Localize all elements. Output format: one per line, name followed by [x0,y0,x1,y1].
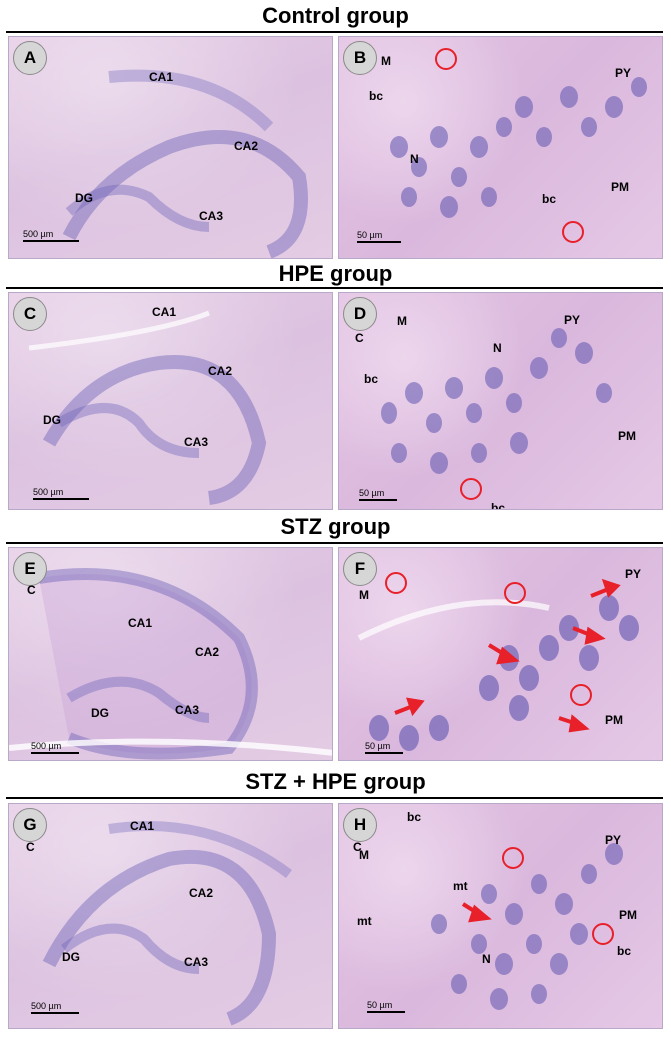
label-ca3: CA3 [184,955,209,969]
title-underline [6,797,663,799]
panel-letter-d: D [343,297,377,331]
label-bc: bc [542,192,557,206]
panel-letter-c: C [13,297,47,331]
label-m: M [381,54,391,68]
label-bc: bc [407,810,422,824]
label-dg: DG [62,950,80,964]
group-title-hpe: HPE group [278,261,393,286]
hippocampus-outline [28,310,267,505]
label-bc: bc [369,89,384,103]
label-pm: PM [618,429,636,443]
label-pm: PM [611,180,629,194]
group-title-stz-hpe: STZ + HPE group [245,769,426,794]
label-dg: DG [75,191,93,205]
micrograph-panel-c: C CA1 CA2 DG CA3 500 µm [8,292,333,510]
label-bc: bc [617,944,632,958]
micrograph-panel-a: A CA1 CA2 DG CA3 500 µm [8,36,333,259]
micrograph-panel-g: G C CA1 CA2 DG CA3 500 µm [8,803,333,1029]
label-ca1: CA1 [130,819,155,833]
panel-letter-f: F [343,552,377,586]
micrograph-panel-f: F M PY PM 50 µm [338,547,663,761]
panel-letter-h: H [343,808,377,842]
label-m: M [359,588,369,602]
label-ca3: CA3 [199,209,224,223]
label-c: C [27,583,36,597]
scale-bar: 500 µm [23,229,79,242]
label-py: PY [615,66,632,80]
scale-bar: 50 µm [367,1000,405,1013]
label-mt: mt [453,879,468,893]
label-ca2: CA2 [189,886,214,900]
label-mt: mt [357,914,372,928]
scale-bar-label: 50 µm [359,488,385,498]
label-dg: DG [91,706,109,720]
label-n: N [493,341,502,355]
label-dg: DG [43,413,61,427]
label-ca3: CA3 [184,435,209,449]
panel-letter-g: G [13,808,47,842]
micrograph-panel-e: E C CA1 CA2 DG CA3 500 µm [8,547,333,761]
scale-bar-label: 500 µm [33,487,64,497]
neuron-field [390,48,647,243]
scale-bar-label: 500 µm [23,229,54,239]
label-n: N [410,152,419,166]
label-ca1: CA1 [149,70,174,84]
label-pm: PM [605,713,623,727]
micrograph-panel-d: D C M bc N PY PM bc 50 µm [338,292,663,510]
label-c: C [353,840,362,854]
panel-letter-a: A [13,41,47,75]
label-pm: PM [619,908,637,922]
hippocampus-outline [62,69,308,258]
label-bc: bc [491,501,506,510]
scale-bar: 50 µm [357,230,401,243]
label-c: C [355,331,364,345]
panel-letter-e: E [13,552,47,586]
label-ca2: CA2 [208,364,233,378]
group-title-stz: STZ group [280,514,391,539]
scale-bar-label: 500 µm [31,741,62,751]
micrograph-panel-h: H bc C M PY mt PM mt N bc 50 µm [338,803,663,1029]
scale-bar: 500 µm [31,741,79,754]
title-underline [6,31,663,33]
label-m: M [359,848,369,862]
scale-bar: 50 µm [359,488,397,501]
label-py: PY [605,833,622,847]
scale-bar: 500 µm [31,1001,79,1014]
label-n: N [482,952,491,966]
scale-bar-label: 50 µm [357,230,383,240]
group-title-control: Control group [262,3,409,28]
label-py: PY [564,313,581,327]
scale-bar-label: 50 µm [367,1000,393,1010]
label-ca1: CA1 [152,305,177,319]
title-underline [6,287,663,289]
label-ca2: CA2 [195,645,220,659]
label-bc: bc [364,372,379,386]
label-ca1: CA1 [128,616,153,630]
neuron-field [381,328,612,500]
neuron-field [357,572,639,751]
title-underline [6,542,663,544]
scale-bar-label: 500 µm [31,1001,62,1011]
label-ca3: CA3 [175,703,200,717]
panel-letter-b: B [343,41,377,75]
scale-bar-label: 50 µm [365,741,391,751]
label-ca2: CA2 [234,139,259,153]
hippocampus-outline [42,821,292,1026]
neuron-field [431,843,623,1010]
label-py: PY [625,567,642,581]
micrograph-panel-b: B M bc N bc PY PM 50 µm [338,36,663,259]
label-c: C [26,840,35,854]
hippocampus-outline [9,568,332,760]
scale-bar: 500 µm [33,487,89,500]
label-m: M [397,314,407,328]
scale-bar: 50 µm [365,741,403,754]
